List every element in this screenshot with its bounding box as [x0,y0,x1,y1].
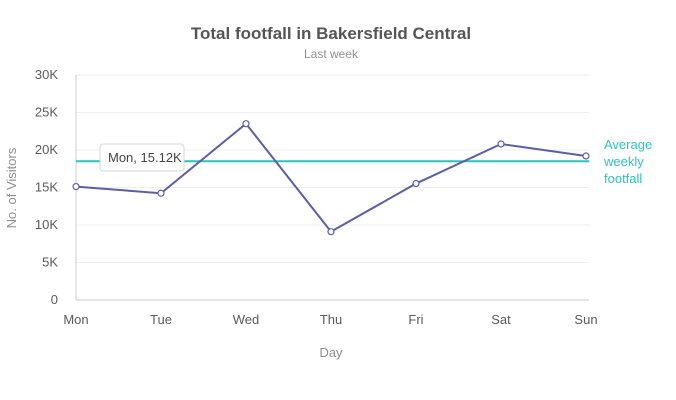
chart-subtitle: Last week [304,47,359,61]
y-tick-label: 15K [35,180,58,195]
x-axis-title: Day [319,345,343,360]
x-tick-label: Sun [574,312,597,327]
x-tick-label: Wed [233,312,260,327]
y-axis-ticks: 0 5K 10K 15K 20K 25K 30K [35,67,58,307]
y-tick-label: 30K [35,67,58,82]
x-tick-label: Mon [63,312,88,327]
data-points [72,120,590,236]
x-tick-label: Tue [150,312,172,327]
data-point-tue[interactable] [157,189,165,197]
trendline-label-line: Average [604,137,652,152]
x-tick-label: Fri [408,312,423,327]
data-point-sun[interactable] [582,152,590,160]
y-tick-label: 25K [35,105,58,120]
y-tick-label: 10K [35,217,58,232]
data-point-fri[interactable] [412,179,420,188]
trendline-label-line: footfall [604,171,642,186]
tooltip: Mon, 15.12K [99,143,185,172]
y-tick-label: 0 [51,292,58,307]
y-tick-label: 20K [35,142,58,157]
y-tick-label: 5K [42,255,58,270]
data-point-wed[interactable] [242,120,250,128]
x-tick-label: Thu [320,312,342,327]
data-point-sat[interactable] [497,140,505,148]
series-line [75,122,587,233]
data-point-thu[interactable] [327,228,335,236]
data-point-mon[interactable] [72,182,80,191]
trendline-label-line: weekly [603,154,644,169]
trendline-label: Average weekly footfall [603,137,652,186]
tooltip-box [99,143,185,172]
grid-lines [76,74,589,301]
x-axis-ticks: Mon Tue Wed Thu Fri Sat Sun [63,312,597,327]
y-axis-title: No. of Visitors [4,147,19,228]
x-tick-label: Sat [491,312,511,327]
tooltip-text: Mon, 15.12K [108,150,182,165]
chart-title: Total footfall in Bakersfield Central [191,24,471,43]
